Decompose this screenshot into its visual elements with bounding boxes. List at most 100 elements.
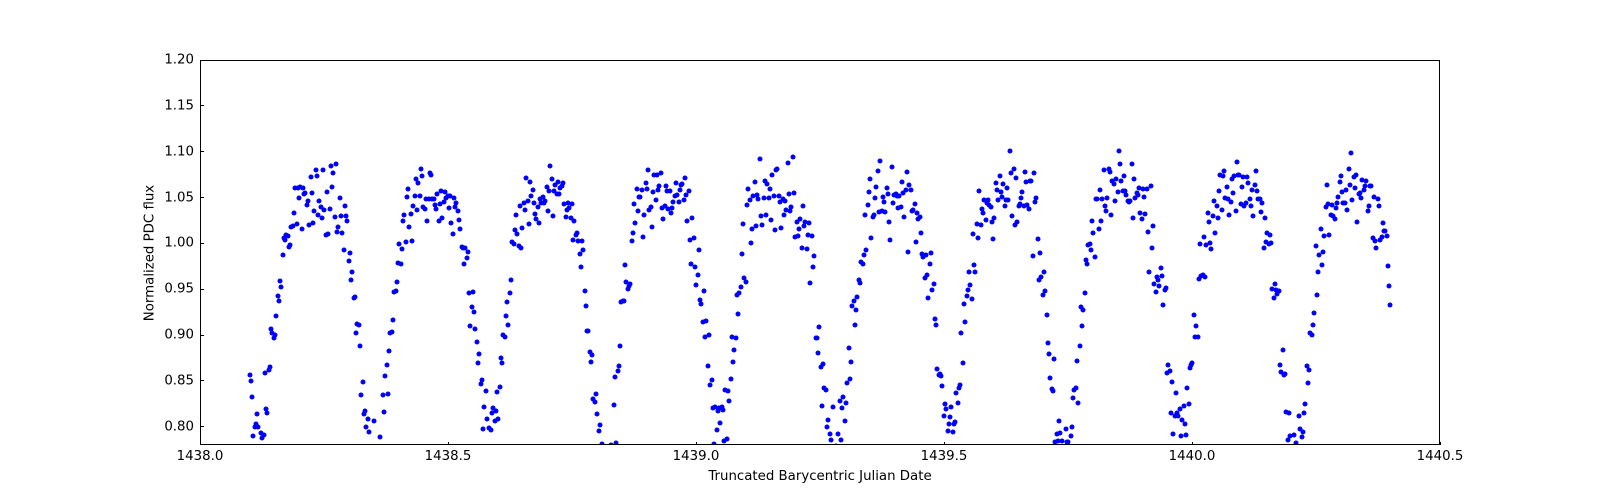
scatter-point (975, 235, 980, 240)
scatter-point (1384, 234, 1389, 239)
scatter-point (549, 177, 554, 182)
scatter-point (522, 208, 527, 213)
scatter-point (1080, 323, 1085, 328)
scatter-point (621, 298, 626, 303)
scatter-point (1090, 218, 1095, 223)
scatter-point (733, 335, 738, 340)
scatter-point (1303, 402, 1308, 407)
scatter-point (1354, 173, 1359, 178)
scatter-point (1252, 183, 1257, 188)
scatter-point (1099, 218, 1104, 223)
scatter-point (693, 265, 698, 270)
scatter-point (807, 220, 812, 225)
scatter-point (389, 329, 394, 334)
scatter-point (967, 269, 972, 274)
scatter-point (965, 288, 970, 293)
scatter-point (826, 418, 831, 423)
scatter-point (464, 256, 469, 261)
scatter-point (525, 198, 530, 203)
scatter-point (1261, 245, 1266, 250)
scatter-point (530, 187, 535, 192)
scatter-point (557, 191, 562, 196)
scatter-point (332, 215, 337, 220)
scatter-point (775, 167, 780, 172)
scatter-point (913, 239, 918, 244)
scatter-point (1324, 182, 1329, 187)
scatter-point (303, 191, 308, 196)
scatter-point (912, 202, 917, 207)
scatter-point (1185, 385, 1190, 390)
scatter-point (1349, 150, 1354, 155)
x-tick-label: 1440.0 (1169, 449, 1216, 464)
x-tick (1192, 442, 1193, 446)
scatter-point (797, 226, 802, 231)
scatter-point (667, 189, 672, 194)
scatter-point (429, 173, 434, 178)
scatter-point (1048, 376, 1053, 381)
scatter-point (1105, 195, 1110, 200)
scatter-point (739, 252, 744, 257)
scatter-point (949, 404, 954, 409)
scatter-point (1305, 380, 1310, 385)
y-tick-label: 0.95 (164, 282, 194, 297)
scatter-point (360, 380, 365, 385)
scatter-point (592, 399, 597, 404)
scatter-point (484, 417, 489, 422)
scatter-point (705, 363, 710, 368)
scatter-point (1019, 195, 1024, 200)
scatter-point (354, 330, 359, 335)
scatter-point (496, 416, 501, 421)
scatter-point (519, 245, 524, 250)
scatter-point (953, 419, 958, 424)
scatter-point (677, 188, 682, 193)
x-axis-label: Truncated Barycentric Julian Date (708, 469, 931, 484)
scatter-point (410, 238, 415, 243)
scatter-point (582, 289, 587, 294)
scatter-point (331, 171, 336, 176)
scatter-point (1092, 254, 1097, 259)
scatter-point (390, 318, 395, 323)
scatter-point (1159, 274, 1164, 279)
scatter-point (972, 262, 977, 267)
scatter-point (844, 400, 849, 405)
scatter-point (588, 360, 593, 365)
scatter-point (1087, 242, 1092, 247)
scatter-point (709, 377, 714, 382)
scatter-point (963, 319, 968, 324)
scatter-point (1190, 361, 1195, 366)
scatter-point (470, 290, 475, 295)
scatter-point (583, 303, 588, 308)
scatter-point (561, 180, 566, 185)
scatter-point (875, 169, 880, 174)
scatter-point (720, 407, 725, 412)
scatter-point (668, 211, 673, 216)
scatter-point (1058, 430, 1063, 435)
scatter-point (1297, 413, 1302, 418)
scatter-point (781, 213, 786, 218)
scatter-point (276, 299, 281, 304)
x-tick-label: 1438.0 (177, 449, 224, 464)
scatter-point (819, 404, 824, 409)
scatter-point (1069, 425, 1074, 430)
scatter-point (319, 215, 324, 220)
scatter-point (1233, 209, 1238, 214)
scatter-point (1045, 340, 1050, 345)
scatter-point (371, 419, 376, 424)
scatter-point (718, 420, 723, 425)
scatter-point (488, 427, 493, 432)
scatter-point (1214, 203, 1219, 208)
scatter-point (1333, 206, 1338, 211)
scatter-point (341, 247, 346, 252)
scatter-point (1345, 208, 1350, 213)
scatter-point (495, 389, 500, 394)
scatter-point (1081, 308, 1086, 313)
scatter-point (1118, 161, 1123, 166)
scatter-point (836, 431, 841, 436)
scatter-point (500, 360, 505, 365)
scatter-point (1380, 220, 1385, 225)
scatter-point (1283, 372, 1288, 377)
scatter-point (701, 289, 706, 294)
scatter-point (1029, 179, 1034, 184)
scatter-point (1383, 228, 1388, 233)
scatter-point (1209, 247, 1214, 252)
